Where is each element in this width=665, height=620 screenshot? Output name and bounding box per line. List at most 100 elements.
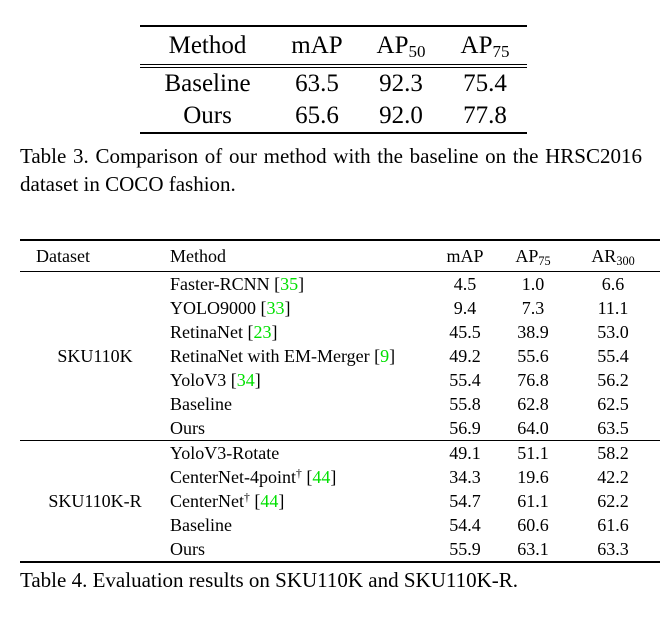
table-row: SKU110K Faster-RCNN [35] 4.5 1.0 6.6 bbox=[20, 272, 660, 366]
dataset-cell: SKU110K-R bbox=[20, 440, 170, 564]
method-name: Faster-RCNN bbox=[170, 273, 270, 294]
citation-ref[interactable]: 35 bbox=[280, 273, 299, 294]
method-name: Ours bbox=[170, 538, 205, 559]
method-cell: YoloV3-Rotate bbox=[170, 440, 430, 466]
method-name: CenterNet-4point bbox=[170, 466, 296, 487]
value-cell: 56.9 bbox=[449, 417, 481, 438]
method-name: YoloV3-Rotate bbox=[170, 442, 280, 463]
method-cell: Ours bbox=[170, 537, 430, 564]
header-label: Method bbox=[170, 245, 226, 266]
table-row: Ours 55.9 63.1 63.3 bbox=[20, 537, 660, 564]
value-cell: 1.0 bbox=[521, 273, 545, 294]
value-cell: 51.1 bbox=[500, 440, 566, 466]
citation-ref[interactable]: 44 bbox=[260, 490, 279, 511]
value-cell: 58.2 bbox=[566, 440, 660, 466]
table4-caption: Table 4. Evaluation results on SKU110K a… bbox=[20, 568, 519, 593]
method-name: Baseline bbox=[170, 393, 232, 414]
value-cell: 11.1 bbox=[597, 297, 629, 318]
value-cell: 63.1 bbox=[500, 537, 566, 564]
method-cell: YoloV3 [34] bbox=[170, 369, 261, 390]
value-cell: 77.8 bbox=[443, 100, 527, 134]
header-label: AP bbox=[376, 31, 409, 59]
value-cell: 53.0 bbox=[597, 321, 629, 342]
header-subscript: 75 bbox=[492, 42, 510, 62]
method-name: RetinaNet with EM-Merger bbox=[170, 345, 370, 366]
header-subscript: 300 bbox=[616, 254, 635, 269]
value-cell: 60.6 bbox=[517, 514, 549, 535]
method-cell: Baseline bbox=[140, 66, 275, 100]
header-cell-map: mAP bbox=[275, 25, 359, 68]
header-cell-ap50: AP50 bbox=[359, 25, 443, 68]
value-cell: 19.6 bbox=[517, 466, 549, 487]
citation-ref[interactable]: 44 bbox=[312, 466, 331, 487]
header-cell-ap75: AP75 bbox=[500, 239, 566, 273]
value-cell: 49.1 bbox=[430, 440, 500, 466]
value-cell: 63.5 bbox=[597, 417, 629, 438]
table-row: YoloV3 [34] 55.4 76.8 56.2 bbox=[20, 368, 660, 392]
value-cell: 4.5 bbox=[453, 273, 477, 294]
table-row: Ours 65.6 92.0 77.8 bbox=[140, 100, 527, 134]
method-name: Baseline bbox=[164, 70, 251, 97]
value-cell: 54.7 bbox=[449, 490, 481, 511]
header-cell-method: Method bbox=[170, 239, 430, 273]
value-cell: 9.4 bbox=[453, 297, 477, 318]
header-label: Dataset bbox=[36, 245, 90, 266]
table4-header-row: Dataset Method mAP AP75 AR300 bbox=[20, 239, 660, 273]
value-cell: 38.9 bbox=[517, 321, 549, 342]
value-cell: 55.8 bbox=[449, 393, 481, 414]
table3-header-row: Method mAP AP50 AP75 bbox=[140, 25, 527, 68]
header-label: AR bbox=[591, 245, 617, 266]
value-cell: 45.5 bbox=[449, 321, 481, 342]
value-cell: 64.0 bbox=[517, 417, 549, 438]
method-name: CenterNet bbox=[170, 490, 244, 511]
method-cell: Ours bbox=[170, 416, 430, 441]
table-row: RetinaNet with EM-Merger [9] 49.2 55.6 55.4 bbox=[20, 344, 660, 368]
header-label: AP bbox=[460, 31, 493, 59]
dataset-cell: SKU110K bbox=[57, 345, 133, 366]
value-cell: 75.4 bbox=[463, 70, 507, 97]
value-cell: 54.4 bbox=[449, 514, 481, 535]
dagger-sup: † bbox=[243, 491, 250, 505]
value-cell: 63.5 bbox=[295, 70, 339, 97]
table-row: Baseline 54.4 60.6 61.6 bbox=[20, 513, 660, 537]
header-cell-ap75: AP75 bbox=[443, 25, 527, 68]
method-cell: Ours bbox=[140, 100, 275, 134]
citation-ref[interactable]: 34 bbox=[236, 369, 255, 390]
table-row: RetinaNet [23] 45.5 38.9 53.0 bbox=[20, 320, 660, 344]
table3-header: Method mAP AP50 AP75 bbox=[140, 25, 527, 68]
paper-page: Method mAP AP50 AP75 Baseline 63.5 92.3 75.4 Ou… bbox=[0, 25, 665, 620]
value-cell: 56.2 bbox=[597, 369, 629, 390]
value-cell: 61.1 bbox=[517, 490, 549, 511]
header-label: mAP bbox=[446, 245, 484, 266]
method-name: YoloV3 bbox=[170, 369, 227, 390]
value-cell: 62.2 bbox=[597, 490, 629, 511]
header-cell-method: Method bbox=[140, 25, 275, 68]
method-cell: CenterNet-4point† [44] bbox=[170, 466, 337, 487]
table-row: SKU110K-R YoloV3-Rotate 49.1 51.1 58.2 bbox=[20, 440, 660, 564]
value-cell: 55.4 bbox=[449, 369, 481, 390]
header-subscript: 75 bbox=[538, 254, 551, 269]
method-cell: CenterNet† [44] bbox=[170, 490, 285, 511]
method-cell: Faster-RCNN [35] bbox=[170, 273, 305, 294]
header-subscript: 50 bbox=[408, 42, 426, 62]
header-label: Method bbox=[168, 31, 247, 59]
citation-ref[interactable]: 33 bbox=[266, 297, 285, 318]
value-cell: 55.6 bbox=[517, 345, 549, 366]
table3-caption: Table 3. Comparison of our method with t… bbox=[20, 144, 642, 196]
method-cell: RetinaNet with EM-Merger [9] bbox=[170, 345, 396, 366]
method-name: Ours bbox=[183, 102, 232, 129]
value-cell: 62.5 bbox=[597, 393, 629, 414]
citation-ref[interactable]: 9 bbox=[380, 345, 390, 366]
value-cell: 55.9 bbox=[430, 537, 500, 564]
method-name: YOLO9000 bbox=[170, 297, 256, 318]
table4-header: Dataset Method mAP AP75 AR300 bbox=[20, 239, 660, 273]
header-cell-ar300: AR300 bbox=[566, 239, 660, 273]
header-cell-dataset: Dataset bbox=[20, 239, 170, 273]
method-name: Baseline bbox=[170, 514, 232, 535]
method-cell: RetinaNet [23] bbox=[170, 321, 278, 342]
table-row: CenterNet-4point† [44] 34.3 19.6 42.2 bbox=[20, 465, 660, 489]
value-cell: 49.2 bbox=[449, 345, 481, 366]
table4-sku110k: Dataset Method mAP AP75 AR300 SKU110K Faster-… bbox=[20, 239, 660, 564]
value-cell: 55.4 bbox=[597, 345, 629, 366]
citation-ref[interactable]: 23 bbox=[253, 321, 272, 342]
